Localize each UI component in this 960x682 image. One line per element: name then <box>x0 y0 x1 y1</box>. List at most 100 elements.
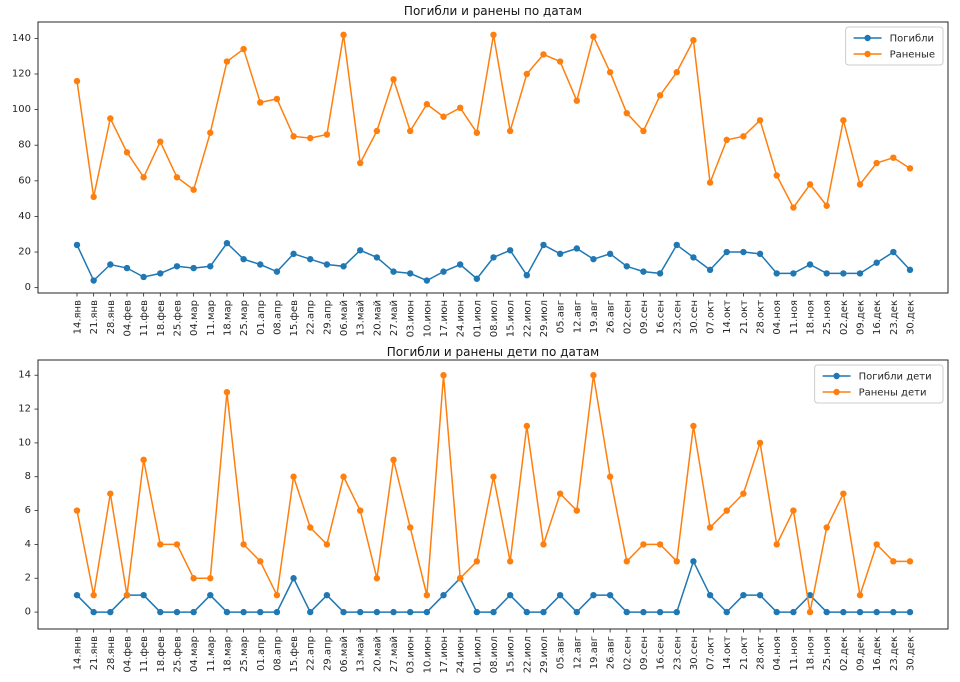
data-point-pogibli <box>706 266 714 274</box>
x-tick-label: 04.ноя <box>772 300 783 335</box>
data-point-ranenye <box>73 77 81 85</box>
chart-title: Погибли и ранены дети по датам <box>386 345 600 359</box>
data-point-pogibli <box>407 270 414 277</box>
data-point-ranenye <box>207 129 214 136</box>
data-point-pogibli-deti <box>890 608 897 616</box>
x-tick-label: 01.апр <box>256 636 267 671</box>
data-point-raneny-deti <box>257 558 264 565</box>
x-tick-label: 03.июн <box>406 636 417 673</box>
data-point-raneny-deti <box>823 524 830 531</box>
x-tick-label: 12.авг <box>572 300 583 333</box>
x-tick-label: 16.сен <box>656 636 667 670</box>
legend-label-raneny-deti: Ранены дети <box>859 388 927 399</box>
data-point-raneny-deti <box>73 507 81 514</box>
x-tick-label: 30.дек <box>906 300 917 335</box>
data-point-pogibli-deti <box>540 608 547 616</box>
data-point-pogibli <box>906 266 914 274</box>
legend-marker-pogibli <box>864 34 871 42</box>
data-point-pogibli-deti <box>307 608 314 616</box>
x-tick-label: 29.июл <box>539 636 550 673</box>
x-tick-label: 18.мар <box>222 636 233 672</box>
data-point-pogibli <box>740 248 747 256</box>
data-point-pogibli <box>890 248 897 256</box>
data-point-raneny-deti <box>307 524 314 531</box>
data-point-raneny-deti <box>123 591 131 599</box>
data-point-raneny-deti <box>190 575 197 582</box>
data-point-pogibli-deti <box>273 608 281 616</box>
data-point-pogibli <box>640 268 647 275</box>
data-point-raneny-deti <box>340 473 347 480</box>
x-tick-label: 08.апр <box>272 300 283 335</box>
x-tick-label: 02.дек <box>839 300 850 335</box>
x-tick-label: 10.июн <box>422 636 433 673</box>
data-point-pogibli-deti <box>790 608 797 616</box>
x-tick-label: 28.янв <box>106 300 117 334</box>
data-point-pogibli-deti <box>440 591 447 599</box>
x-tick-label: 26.авг <box>606 300 617 333</box>
legend-box <box>814 364 944 404</box>
x-tick-label: 24.июн <box>456 300 467 337</box>
x-tick-label: 21.янв <box>89 300 100 334</box>
data-point-pogibli-deti <box>207 591 214 599</box>
y-tick-label: 80 <box>18 140 31 151</box>
data-point-ranenye <box>623 109 630 117</box>
data-point-ranenye <box>456 104 464 112</box>
data-point-pogibli-deti <box>723 608 730 616</box>
data-point-ranenye <box>640 127 647 135</box>
data-point-raneny-deti <box>456 575 464 582</box>
x-tick-label: 11.фев <box>139 636 150 673</box>
data-point-ranenye <box>357 159 364 167</box>
data-point-ranenye <box>257 99 264 106</box>
x-tick-label: 01.июл <box>472 300 483 337</box>
data-point-ranenye <box>290 133 297 140</box>
data-point-raneny-deti <box>573 507 580 514</box>
x-tick-label: 11.ноя <box>789 636 800 671</box>
data-point-pogibli-deti <box>806 591 814 599</box>
data-point-pogibli <box>690 254 697 261</box>
x-tick-label: 13.май <box>356 636 367 672</box>
data-point-ranenye <box>523 70 531 78</box>
y-tick-label: 140 <box>12 33 31 44</box>
data-point-ranenye <box>723 136 730 144</box>
data-point-raneny-deti <box>706 524 714 531</box>
data-point-pogibli-deti <box>773 608 780 616</box>
x-tick-label: 25.ноя <box>822 300 833 335</box>
data-point-raneny-deti <box>240 541 247 548</box>
data-point-pogibli-deti <box>523 608 531 616</box>
x-tick-label: 04.мар <box>189 636 200 672</box>
data-point-ranenye <box>906 165 914 172</box>
data-point-ranenye <box>556 58 564 65</box>
x-tick-label: 04.фев <box>122 300 133 337</box>
data-point-pogibli <box>423 277 431 284</box>
data-point-raneny-deti <box>373 575 381 582</box>
data-point-pogibli-deti <box>390 608 397 616</box>
x-tick-label: 29.апр <box>322 300 333 335</box>
data-point-pogibli <box>257 261 264 268</box>
x-tick-label: 25.мар <box>239 300 250 336</box>
x-tick-label: 30.сен <box>689 300 700 334</box>
data-point-raneny-deti <box>556 490 564 497</box>
x-tick-label: 18.ноя <box>806 300 817 335</box>
data-point-ranenye <box>690 36 697 44</box>
data-point-ranenye <box>440 113 447 120</box>
x-tick-label: 25.фев <box>172 300 183 337</box>
data-point-pogibli <box>323 261 331 268</box>
x-tick-label: 15.фев <box>289 300 300 337</box>
data-point-pogibli-deti <box>257 608 264 616</box>
data-point-ranenye <box>740 133 747 140</box>
x-tick-label: 18.мар <box>222 300 233 336</box>
data-point-pogibli-deti <box>340 608 347 616</box>
data-point-raneny-deti <box>690 422 697 430</box>
data-point-pogibli <box>307 255 314 263</box>
data-point-ranenye <box>490 31 497 39</box>
x-tick-label: 16.дек <box>872 300 883 335</box>
data-point-ranenye <box>673 69 680 76</box>
y-tick-label: 4 <box>25 539 31 550</box>
data-point-pogibli <box>790 270 797 277</box>
data-point-raneny-deti <box>790 507 797 514</box>
x-tick-label: 29.июл <box>539 300 550 337</box>
data-point-pogibli-deti <box>107 608 114 616</box>
data-point-pogibli-deti <box>740 591 747 599</box>
legend-label-ranenye: Раненые <box>890 50 935 61</box>
data-point-raneny-deti <box>590 372 597 379</box>
